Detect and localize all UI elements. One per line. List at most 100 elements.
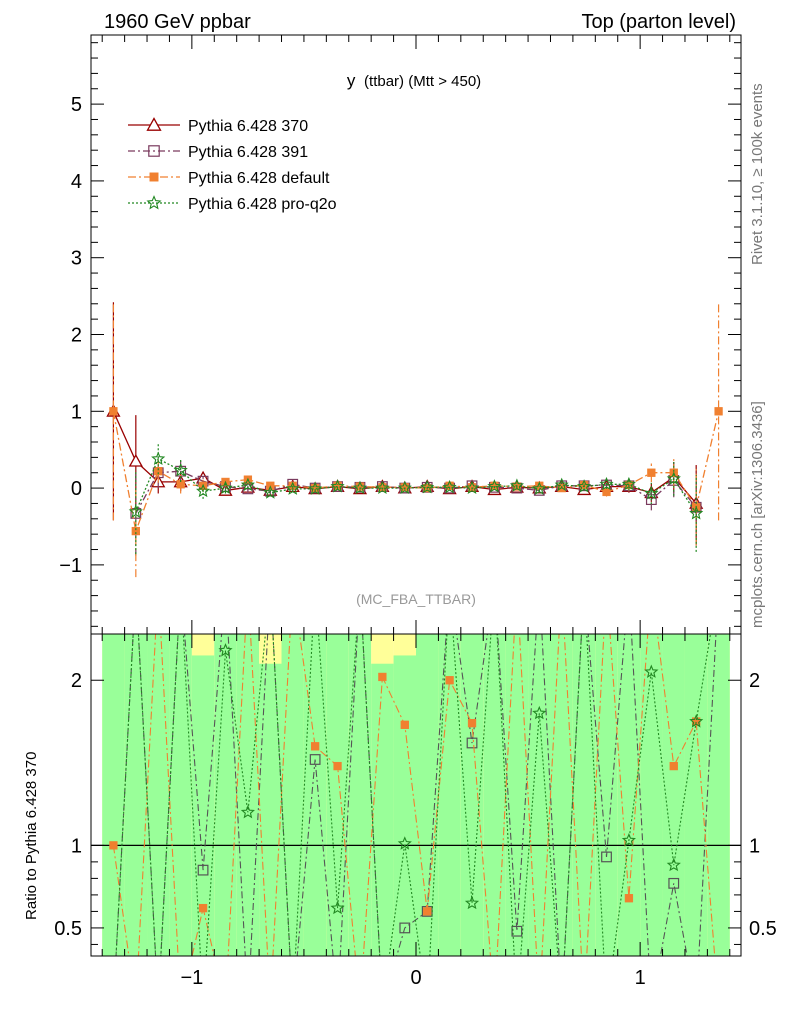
ratio-ytick-label-right: 2 <box>749 670 760 692</box>
main-series-1 <box>130 457 702 556</box>
main-data-point <box>308 481 323 495</box>
ratio-band-inner <box>191 655 215 956</box>
ratio-band-inner <box>416 634 439 956</box>
ratio-data-point <box>333 761 342 771</box>
ratio-band-inner <box>124 634 148 956</box>
ratio-ytick-label: 2 <box>71 670 82 692</box>
ratio-band-inner <box>684 634 708 956</box>
main-data-point <box>464 480 480 495</box>
ratio-band-inner <box>505 634 529 956</box>
ratio-data-point <box>397 836 412 850</box>
main-data-point <box>375 480 390 495</box>
ratio-data-point <box>511 925 523 937</box>
ratio-band-inner <box>371 663 394 956</box>
main-data-point <box>263 485 278 499</box>
main-data-point <box>644 486 659 500</box>
ratio-data-point <box>621 832 636 847</box>
ratio-data-point <box>423 907 432 916</box>
ratio-ytick-label: 1 <box>71 835 82 857</box>
ratio-band-inner <box>326 634 349 956</box>
ratio-band-inner <box>460 634 484 956</box>
ratio-data-point <box>198 903 208 913</box>
ratio-series-1 <box>109 634 716 956</box>
ratio-data-point <box>445 676 454 685</box>
ratio-data-point <box>378 672 387 682</box>
main-data-point <box>128 453 143 467</box>
ratio-data-point <box>309 754 321 765</box>
main-ytick-label: 5 <box>71 94 82 116</box>
xtick-label: −1 <box>180 967 203 989</box>
main-ytick-label: −1 <box>59 555 82 577</box>
ratio-ytick-label-right: 1 <box>749 835 760 857</box>
ratio-data-point <box>467 719 477 728</box>
mcplots-label: mcplots.cern.ch [arXiv:1306.3436] <box>749 401 766 628</box>
main-ytick-label: 3 <box>71 248 82 270</box>
main-data-point <box>509 478 524 492</box>
main-data-point <box>689 505 704 520</box>
ratio-band-inner <box>617 634 641 956</box>
legend-label: Pythia 6.428 pro-q2o <box>188 196 337 213</box>
main-series-3 <box>128 443 704 555</box>
main-series-0 <box>106 302 704 542</box>
main-data-point <box>285 481 300 495</box>
main-data-point <box>666 471 681 485</box>
main-data-point <box>554 477 569 492</box>
ratio-band-inner <box>259 663 282 956</box>
ratio-band-inner <box>348 634 372 956</box>
main-data-point <box>352 480 368 495</box>
ratio-data-point <box>464 895 480 910</box>
ratio-band-inner <box>169 634 192 956</box>
header-right-text: Top (parton level) <box>581 11 736 33</box>
ratio-data-point <box>644 664 659 678</box>
main-ytick-label: 0 <box>71 478 82 500</box>
legend-label: Pythia 6.428 default <box>188 170 330 187</box>
main-series-2 <box>109 302 723 578</box>
main-data-point <box>647 468 656 477</box>
main-data-point <box>218 480 233 495</box>
main-data-point <box>442 479 457 494</box>
ratio-band-inner <box>662 634 685 956</box>
xtick-label: 0 <box>410 967 421 989</box>
ratio-band-inner <box>303 634 327 956</box>
rivet-label: Rivet 3.1.10, ≥ 100k events <box>749 83 766 265</box>
ratio-data-point <box>240 804 255 819</box>
ratio-series-line <box>115 634 717 956</box>
main-data-point <box>599 476 614 491</box>
plot-title-main: y <box>347 71 356 90</box>
ratio-data-point <box>400 720 409 729</box>
ratio-series-2 <box>115 634 712 956</box>
main-data-point <box>577 479 592 493</box>
ratio-band-inner <box>640 634 663 956</box>
main-plot-panel: −1 0 1 2 3 4 5 y (ttbar) (Mtt > 450) (MC_FBA_T… <box>59 34 742 635</box>
plot-title: y (ttbar) (Mtt > 450) <box>347 71 481 90</box>
main-ytick-label: 4 <box>71 171 82 193</box>
main-data-point <box>420 479 435 494</box>
main-data-point <box>128 504 143 518</box>
ratio-band-inner <box>236 634 260 956</box>
ratio-band-inner <box>483 634 506 956</box>
main-data-point <box>196 483 211 498</box>
main-data-point <box>154 467 163 476</box>
ratio-data-point <box>197 864 209 876</box>
ratio-data-point <box>666 857 681 872</box>
ratio-data-point <box>532 705 547 720</box>
main-ytick-label: 2 <box>71 325 82 347</box>
ratio-data-point <box>310 742 320 751</box>
ratio-band-inner <box>281 634 304 956</box>
ratio-data-point <box>330 900 345 915</box>
ratio-data-point <box>218 643 233 657</box>
ratio-data-point <box>601 851 612 863</box>
ratio-data-point <box>109 841 118 850</box>
header-left-text: 1960 GeV ppbar <box>104 11 251 33</box>
legend: Pythia 6.428 370 Pythia 6.428 391 Pythia 6… <box>128 117 337 213</box>
ratio-data-point <box>668 877 680 889</box>
main-data-point <box>621 476 636 491</box>
legend-label: Pythia 6.428 391 <box>188 144 308 161</box>
ratio-band-inner <box>550 634 573 956</box>
main-data-point <box>151 451 166 465</box>
ratio-ytick-label-right: 0.5 <box>749 918 777 940</box>
ratio-ylabel: Ratio to Pythia 6.428 370 <box>23 752 40 920</box>
legend-marker <box>149 172 159 182</box>
ratio-band-inner <box>147 634 170 956</box>
